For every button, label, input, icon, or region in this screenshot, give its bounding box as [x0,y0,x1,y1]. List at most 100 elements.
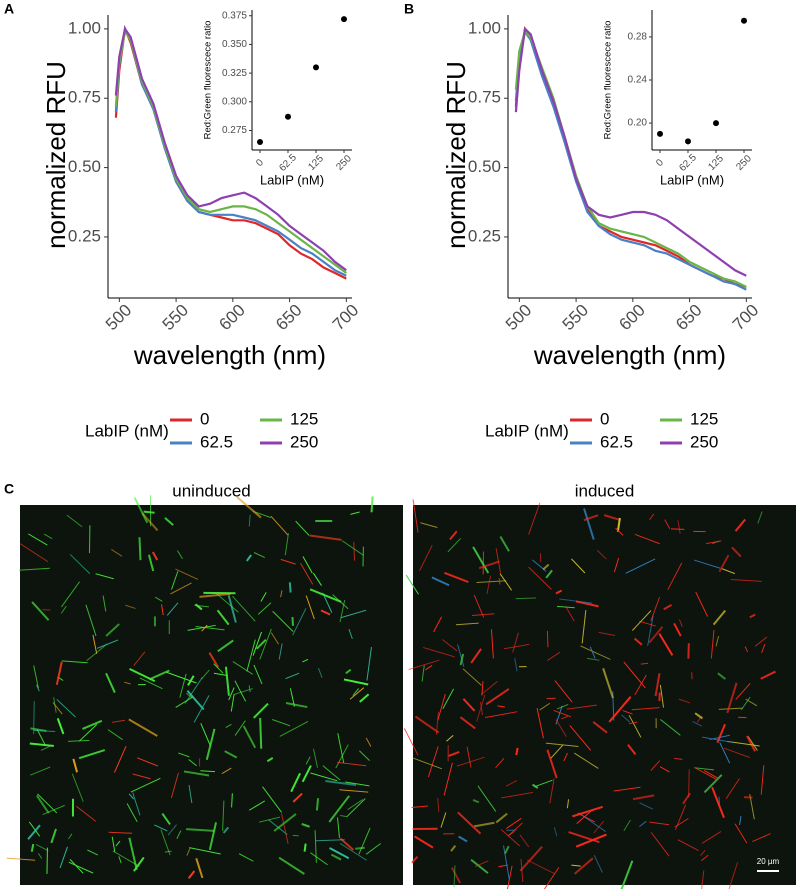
filament [682,792,691,805]
filament [138,537,142,561]
filament [572,805,604,818]
filament [760,765,765,795]
filament [419,544,433,571]
filament [248,514,251,527]
filament [501,791,534,799]
filament [580,645,611,660]
filament [339,599,346,623]
filament [366,646,372,681]
filament [284,533,289,556]
filament [33,665,39,689]
y-tick-label: 0.75 [68,88,101,107]
filament [634,533,660,545]
filament [345,668,352,675]
filament [695,591,709,617]
filament [443,762,453,796]
filament [712,609,727,626]
filament [312,748,319,768]
filament [186,690,205,711]
filament [253,552,266,559]
filament [546,651,561,662]
filament [546,749,558,779]
filament [622,710,633,715]
filament [339,837,355,851]
filament [301,765,312,783]
x-tick-label: 62.5 [277,152,299,174]
filament [589,646,596,659]
filament [472,798,480,804]
point [257,138,263,145]
filament [337,817,340,839]
filament [411,856,419,864]
filament [365,843,381,855]
filament [598,631,616,637]
filament [734,823,748,844]
filament [310,772,338,782]
filament [674,757,683,760]
filament [514,658,518,672]
filament [497,705,505,708]
filament [659,766,670,773]
filament [29,766,51,776]
filament [259,717,263,749]
filament [301,823,310,828]
filament [227,595,237,623]
point [685,138,691,145]
filament [186,847,191,856]
filament [498,577,501,585]
filament [161,812,171,825]
filament [314,830,317,863]
filament [189,847,221,855]
filament [259,628,272,660]
filament [749,613,756,619]
filament [348,629,353,639]
filament [213,663,224,674]
filament [346,798,366,818]
y-tick-label: 0.25 [468,226,501,245]
filament [71,773,84,802]
filament [592,721,608,734]
filament [105,623,120,637]
filament [431,576,450,587]
series-line [514,26,747,288]
filament [576,809,594,824]
filament [305,595,315,620]
y-axis-title: Red:Green fluorescece ratio [203,21,214,140]
filament [216,609,230,626]
filament [571,558,586,574]
filament [200,770,216,773]
filament [503,845,510,879]
filament [411,805,428,808]
filament [677,839,699,851]
filament [253,664,263,685]
filament [27,824,41,840]
filament [186,692,193,699]
filament [132,773,151,780]
filament [728,862,739,889]
filament [444,571,469,583]
filament [640,662,649,665]
filament [222,826,230,834]
filament [757,511,763,524]
filament [228,687,235,701]
filament [613,786,641,792]
point [741,17,747,24]
filament [664,519,671,530]
filament [291,616,294,626]
filament [253,702,269,719]
filament [735,683,751,700]
filament [35,795,50,814]
filament [760,670,776,680]
point [285,113,291,120]
filament [325,780,357,787]
micrograph [413,505,796,885]
filament [166,602,179,616]
filament [59,846,68,869]
filament [650,832,670,857]
filament [339,843,367,861]
filament [446,734,454,742]
filament [136,757,159,767]
filament [201,624,208,632]
filament [66,514,83,528]
